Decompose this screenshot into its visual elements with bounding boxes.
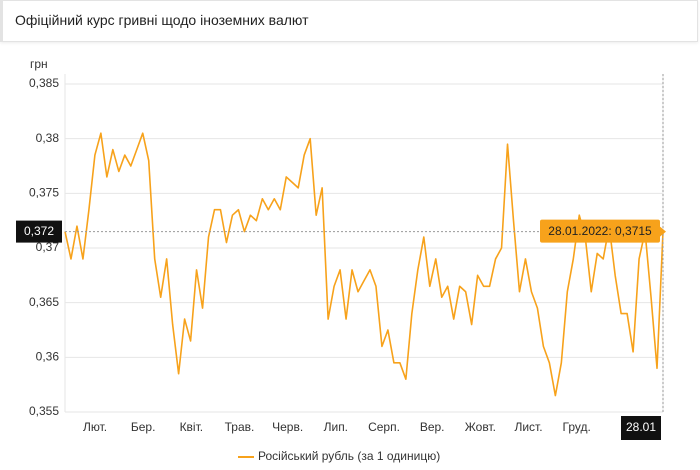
y-axis-label: грн	[30, 57, 48, 71]
header-title: Офіційний курс гривні щодо іноземних вал…	[15, 12, 309, 28]
x-tick-label: Черв.	[272, 420, 303, 434]
x-tick-label: Жовт.	[465, 420, 496, 434]
x-tick-label: Серп.	[368, 420, 400, 434]
header: Офіційний курс гривні щодо іноземних вал…	[0, 0, 698, 42]
x-tick-label: Бер.	[131, 420, 156, 434]
y-tick-label: 0,37	[36, 240, 60, 254]
x-tick-label: Лип.	[324, 420, 348, 434]
data-line	[64, 132, 664, 397]
crosshair-x-box	[621, 416, 661, 440]
y-tick-label: 0,385	[29, 76, 59, 90]
x-tick-label: Квіт.	[180, 420, 204, 434]
y-tick-label: 0,375	[29, 186, 59, 200]
y-tick-label: 0,36	[36, 350, 60, 364]
y-tick-label: 0,355	[29, 404, 59, 418]
tooltip-arrow	[660, 226, 666, 237]
legend-label: Російський рубль (за 1 одиницю)	[258, 449, 440, 463]
crosshair-y-label: 0,372	[24, 224, 54, 238]
tooltip-box	[540, 219, 660, 243]
x-tick-label: Груд.	[563, 420, 591, 434]
x-tick-label: Вер.	[420, 420, 445, 434]
crosshair-y-box	[16, 220, 62, 243]
y-tick-label: 0,365	[29, 295, 59, 309]
tooltip-text: 28.01.2022: 0,3715	[548, 224, 652, 238]
y-tick-label: 0,38	[36, 131, 60, 145]
x-tick-label: Лют.	[83, 420, 107, 434]
crosshair-x-label: 28.01	[626, 420, 656, 434]
x-tick-label: Лист.	[514, 420, 542, 434]
x-tick-label: Трав.	[225, 420, 255, 434]
